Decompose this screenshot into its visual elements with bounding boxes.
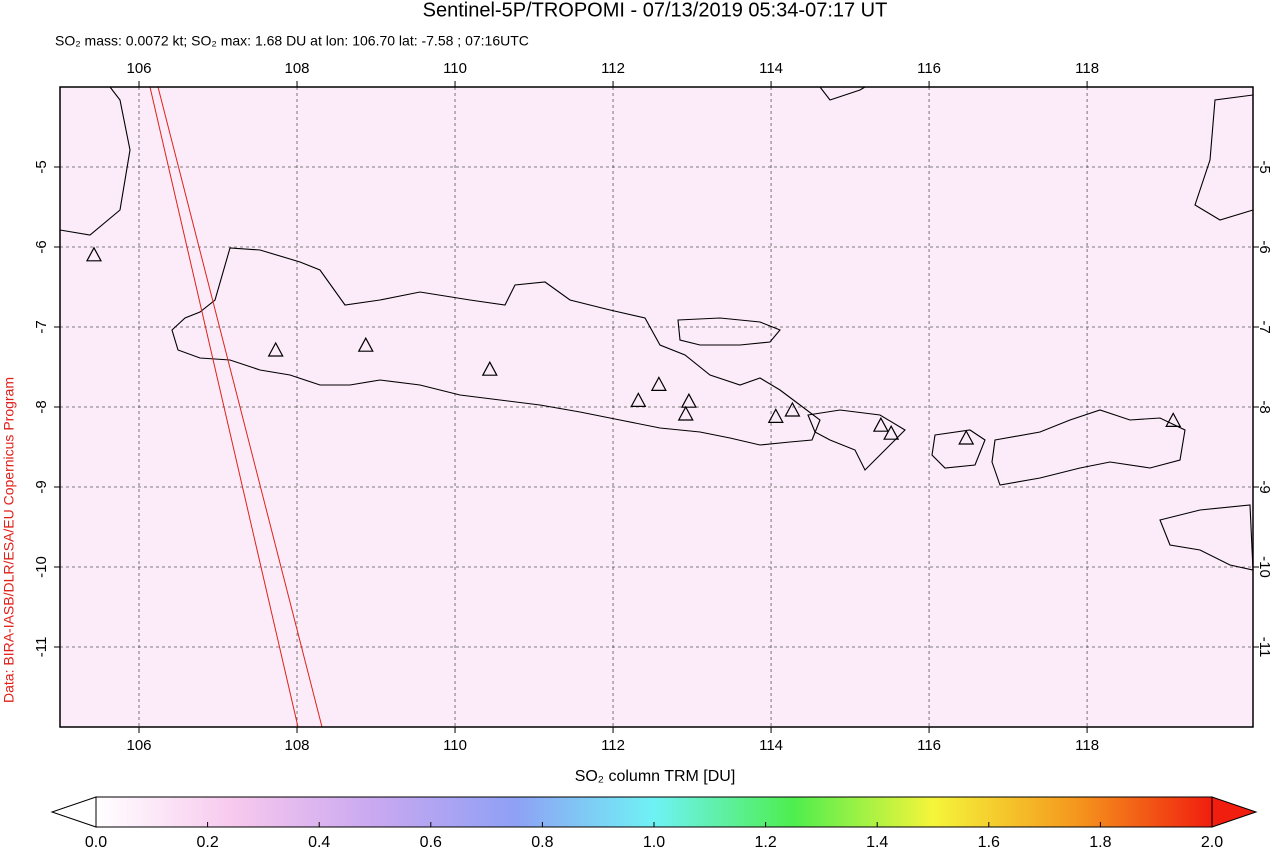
colorbar-tick-label: 0.2 (196, 834, 218, 851)
volcano (784, 401, 801, 417)
colorbar-tick-label: 1.0 (643, 834, 665, 851)
y-tick-label: -11 (33, 637, 50, 658)
colorbar-tick-label: 2.0 (1201, 834, 1223, 851)
volcano (883, 424, 900, 440)
colorbar-tick-label: 1.4 (866, 834, 888, 851)
colorbar-tick-label: 0.4 (308, 834, 330, 851)
x-tick-label: 118 (1075, 737, 1099, 754)
volcano (767, 408, 784, 423)
y-tick-label: -7 (1256, 320, 1272, 333)
colorbar-tick-label: 0.6 (420, 834, 442, 851)
credit: Data: BIRA-IASB/DLR/ESA/EU Copernicus Pr… (1, 377, 17, 703)
coastline (1194, 94, 1254, 221)
coastline (931, 429, 986, 469)
volcano (677, 405, 694, 421)
volcano (481, 360, 498, 376)
x-tick-label: 106 (126, 60, 151, 77)
subtitle: SO₂ mass: 0.0072 kt; SO₂ max: 1.68 DU at… (55, 33, 529, 49)
x-tick-label: 116 (917, 60, 941, 77)
y-tick-label: -6 (33, 240, 50, 253)
coastline (807, 409, 906, 471)
swath-line (157, 86, 323, 728)
colorbar-ticks: 0.0 0.2 0.4 0.6 0.8 1.0 1.2 1.4 1.6 1.8 2.0 (85, 822, 1223, 851)
coastline (991, 409, 1186, 486)
axes: 106 106 108 108 110 110 112 112 114 114 116 116 118 1… (33, 60, 1272, 754)
volcano (1165, 412, 1182, 427)
y-tick-label: -5 (1256, 160, 1272, 173)
coastlines (59, 86, 1254, 571)
x-tick-label: 118 (1075, 60, 1099, 77)
colorbar-tick-label: 1.2 (754, 834, 776, 851)
x-tick-label: 106 (126, 737, 151, 754)
coastline (677, 317, 781, 346)
volcano (357, 336, 374, 352)
x-tick-label: 110 (443, 737, 467, 754)
volcano (630, 392, 647, 407)
y-tick-label: -5 (33, 160, 50, 173)
y-tick-label: -7 (33, 320, 50, 333)
colorbar-under (50, 796, 97, 828)
y-tick-label: -8 (1256, 400, 1272, 413)
x-tick-label: 116 (917, 737, 941, 754)
colorbar-tick-label: 0.0 (85, 834, 107, 851)
x-tick-label: 112 (601, 737, 625, 754)
volcano (650, 376, 667, 391)
x-tick-label: 114 (759, 737, 783, 754)
y-tick-label: -9 (1256, 480, 1272, 493)
volcano (267, 341, 284, 357)
volcano (872, 416, 889, 432)
colorbar-over (1211, 796, 1258, 828)
coastline (1159, 504, 1254, 571)
y-tick-label: -8 (33, 400, 50, 413)
volcanoes (85, 246, 1182, 445)
x-tick-label: 108 (285, 737, 310, 754)
coastline (819, 86, 866, 101)
swath-edge (149, 86, 323, 728)
volcano (680, 392, 697, 408)
y-tick-label: -10 (33, 556, 50, 578)
volcano (85, 246, 102, 262)
grid (60, 87, 1253, 727)
colorbar-label: SO₂ column TRM [DU] (575, 768, 736, 785)
y-tick-label: -11 (1256, 637, 1272, 658)
colorbar-tick-label: 1.8 (1089, 834, 1111, 851)
colorbar-tick-label: 0.8 (531, 834, 553, 851)
y-tick-label: -10 (1256, 556, 1272, 578)
y-tick-label: -6 (1256, 240, 1272, 253)
x-tick-label: 112 (601, 60, 625, 77)
x-tick-label: 108 (285, 60, 310, 77)
title: Sentinel-5P/TROPOMI - 07/13/2019 05:34-0… (423, 0, 888, 21)
x-tick-label: 114 (759, 60, 783, 77)
coastline (59, 86, 131, 236)
volcano (958, 429, 975, 445)
coastline (171, 247, 821, 446)
x-tick-label: 110 (443, 60, 467, 77)
colorbar-tick-label: 1.6 (978, 834, 1000, 851)
swath-line (149, 86, 299, 728)
y-tick-label: -9 (33, 480, 50, 493)
